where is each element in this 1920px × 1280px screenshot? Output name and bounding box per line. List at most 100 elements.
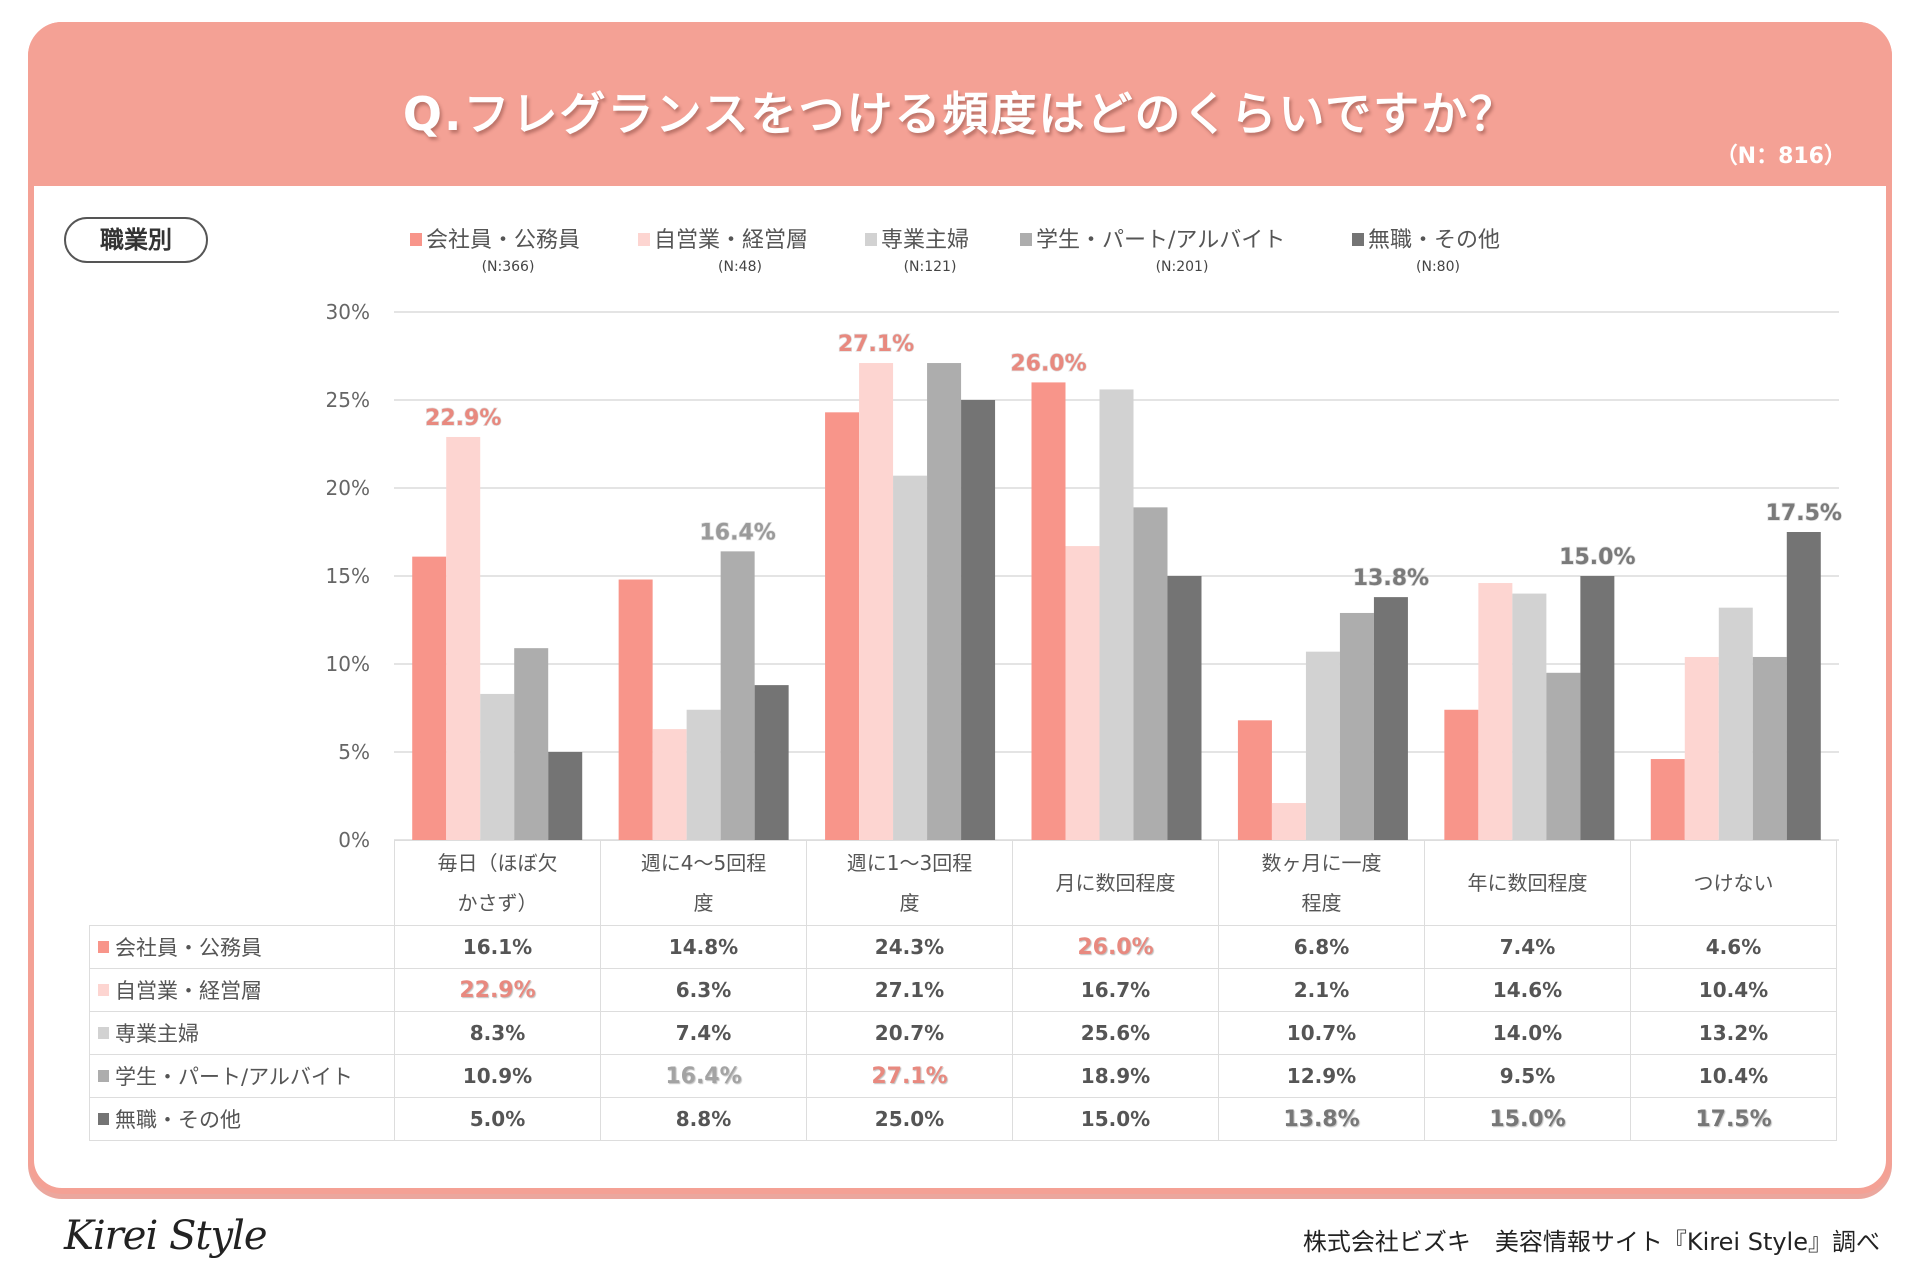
legend-swatch — [865, 233, 877, 246]
bar-1-7 — [1650, 759, 1685, 840]
row-swatch — [98, 1113, 109, 1125]
legend-sample-size: (N:48) — [718, 259, 762, 275]
table-cell: 13.8% — [1218, 1097, 1425, 1141]
bar-1-5 — [1237, 720, 1272, 840]
data-label: 26.0% — [1010, 351, 1086, 376]
row-swatch — [98, 984, 109, 996]
bar-3-1 — [480, 693, 515, 840]
row-label: 会社員・公務員 — [89, 925, 395, 969]
bar-2-6 — [1478, 583, 1513, 840]
table-cell: 14.0% — [1424, 1011, 1631, 1055]
legend-sample-size: (N:80) — [1416, 259, 1460, 275]
table-row: 無職・その他 5.0% 8.8% 25.0% 15.0% 13.8% 15.0% 17.5% — [89, 1097, 1837, 1141]
table-cell: 14.6% — [1424, 968, 1631, 1012]
legend-label: 無職・その他 — [1368, 228, 1501, 253]
bar-5-6 — [1580, 576, 1615, 840]
bar-2-5 — [1271, 803, 1306, 840]
table-corner — [89, 840, 395, 926]
y-tick-label: 20% — [326, 476, 370, 500]
table-cell: 22.9% — [394, 968, 601, 1012]
table-cell: 16.4% — [600, 1054, 807, 1098]
bar-2-4 — [1065, 546, 1100, 840]
bar-4-6 — [1546, 672, 1581, 840]
legend-swatch — [638, 233, 650, 246]
table-cell: 25.6% — [1012, 1011, 1219, 1055]
legend-swatch — [1352, 233, 1364, 246]
table-cell: 27.1% — [806, 968, 1013, 1012]
table-cell: 16.7% — [1012, 968, 1219, 1012]
row-label-text: 学生・パート/アルバイト — [115, 1065, 353, 1089]
data-label: 15.0% — [1559, 545, 1635, 570]
legend-sample-size: (N:366) — [481, 259, 535, 275]
table-cell: 15.0% — [1424, 1097, 1631, 1141]
bar-4-4 — [1133, 507, 1168, 840]
legend-item: 専業主婦 — [865, 222, 969, 254]
table-cell: 7.4% — [1424, 925, 1631, 969]
category-header: 年に数回程度 — [1424, 840, 1631, 926]
table-cell: 14.8% — [600, 925, 807, 969]
table-cell: 18.9% — [1012, 1054, 1219, 1098]
table-header-row: 毎日（ほぼ欠 かさず） 週に4～5回程度週に1～3回程度月に数回程度 数ヶ月に一度 程度… — [89, 840, 1837, 926]
table-cell: 15.0% — [1012, 1097, 1219, 1141]
bar-3-3 — [893, 475, 928, 840]
legend-label: 会社員・公務員 — [426, 228, 581, 253]
bar-5-4 — [1167, 576, 1202, 840]
bar-4-7 — [1752, 656, 1787, 840]
bar-1-1 — [412, 556, 447, 840]
row-label: 無職・その他 — [89, 1097, 395, 1141]
table-row: 学生・パート/アルバイト 10.9% 16.4% 27.1% 18.9% 12.9% 9.5… — [89, 1054, 1837, 1098]
row-label: 自営業・経営層 — [89, 968, 395, 1012]
bar-3-6 — [1512, 593, 1547, 840]
table-cell: 27.1% — [806, 1054, 1013, 1098]
kirei-style-logo: Kirei Style — [64, 1213, 268, 1259]
row-swatch — [98, 1027, 109, 1039]
table-cell: 26.0% — [1012, 925, 1219, 969]
table-cell: 24.3% — [806, 925, 1013, 969]
legend-item: 会社員・公務員 — [410, 222, 580, 254]
table-cell: 10.4% — [1630, 968, 1837, 1012]
legend-label: 自営業・経営層 — [654, 228, 809, 253]
data-table: 毎日（ほぼ欠 かさず） 週に4～5回程度週に1～3回程度月に数回程度 数ヶ月に一度 程度… — [89, 840, 1837, 1141]
legend-sample-size: (N:201) — [1155, 259, 1209, 275]
row-label: 学生・パート/アルバイト — [89, 1054, 395, 1098]
data-label: 22.9% — [425, 406, 501, 431]
table-row: 専業主婦 8.3% 7.4% 20.7% 25.6% 10.7% 14.0% 13.2% — [89, 1011, 1837, 1055]
bar-3-2 — [686, 709, 721, 840]
bar-4-5 — [1339, 612, 1374, 840]
table-cell: 2.1% — [1218, 968, 1425, 1012]
bar-2-2 — [652, 729, 687, 840]
row-label-text: 自営業・経営層 — [115, 979, 262, 1003]
bar-5-7 — [1786, 532, 1821, 840]
data-label: 17.5% — [1766, 501, 1842, 526]
table-cell: 8.3% — [394, 1011, 601, 1055]
row-swatch — [98, 941, 109, 953]
table-cell: 17.5% — [1630, 1097, 1837, 1141]
segment-label: 職業別 — [64, 217, 208, 263]
bar-1-3 — [825, 412, 860, 840]
legend-sample-size: (N:121) — [903, 259, 957, 275]
legend-item: 自営業・経営層 — [638, 222, 808, 254]
table-cell: 6.8% — [1218, 925, 1425, 969]
data-label: 13.8% — [1353, 566, 1429, 591]
bar-4-2 — [720, 551, 755, 840]
y-tick-label: 5% — [338, 740, 370, 764]
bar-4-3 — [927, 363, 962, 840]
bar-3-5 — [1305, 651, 1340, 840]
category-header: 週に1～3回程度 — [806, 840, 1013, 926]
table-cell: 8.8% — [600, 1097, 807, 1141]
table-row: 自営業・経営層 22.9% 6.3% 27.1% 16.7% 2.1% 14.6% 10.4% — [89, 968, 1837, 1012]
table-cell: 9.5% — [1424, 1054, 1631, 1098]
category-header: 月に数回程度 — [1012, 840, 1219, 926]
bar-5-2 — [754, 685, 789, 840]
category-header: 毎日（ほぼ欠 かさず） — [394, 840, 601, 926]
table-cell: 25.0% — [806, 1097, 1013, 1141]
bar-5-3 — [961, 400, 996, 840]
table-cell: 13.2% — [1630, 1011, 1837, 1055]
bar-2-1 — [446, 436, 481, 840]
bar-3-7 — [1718, 607, 1753, 840]
bar-2-7 — [1684, 656, 1719, 840]
data-label: 27.1% — [838, 332, 914, 357]
bar-1-2 — [618, 579, 653, 840]
sample-size: （N：816） — [1715, 144, 1846, 169]
y-tick-label: 10% — [326, 652, 370, 676]
